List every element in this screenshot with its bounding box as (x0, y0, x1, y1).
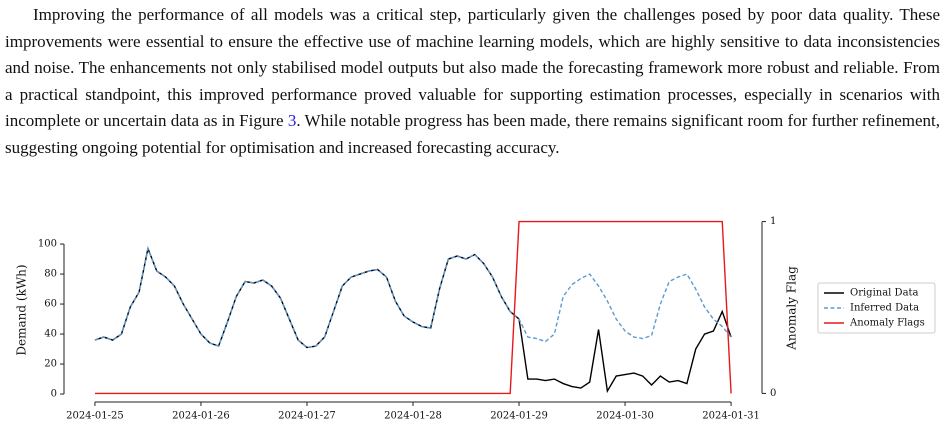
x-tick-label: 2024-01-29 (490, 411, 548, 422)
x-tick-label: 2024-01-30 (596, 411, 654, 422)
x-tick-label: 2024-01-27 (278, 411, 336, 422)
y-tick-label: 40 (44, 329, 57, 340)
y-axis-label: Demand (kWh) (15, 264, 29, 355)
legend-box (817, 282, 936, 334)
y2-axis-label: Anomaly Flag (785, 266, 799, 351)
y-tick-label: 60 (44, 299, 57, 310)
figure-ref[interactable]: 3 (287, 111, 297, 131)
y-tick-label: 0 (51, 389, 57, 400)
legend-label: Original Data (850, 288, 919, 299)
line-series (94, 246, 732, 349)
x-tick-label: 2024-01-26 (172, 411, 230, 422)
line-series (94, 220, 732, 395)
y2-tick-label: 0 (770, 388, 776, 399)
y-tick-label: 100 (38, 239, 57, 250)
y-tick-label: 20 (44, 359, 57, 370)
line-series (94, 246, 732, 394)
x-tick-label: 2024-01-28 (384, 411, 442, 422)
text: Improving the performance of all models … (5, 5, 940, 131)
legend-label: Anomaly Flags (849, 318, 925, 329)
text: . While notable progress has been made, … (5, 111, 940, 157)
x-tick-label: 2024-01-31 (702, 411, 760, 422)
paragraph: Improving the performance of all models … (5, 2, 940, 162)
x-tick-label: 2024-01-25 (66, 411, 124, 422)
y2-tick-label: 1 (770, 216, 776, 227)
y-tick-label: 80 (44, 269, 57, 280)
legend-label: Inferred Data (850, 303, 919, 314)
